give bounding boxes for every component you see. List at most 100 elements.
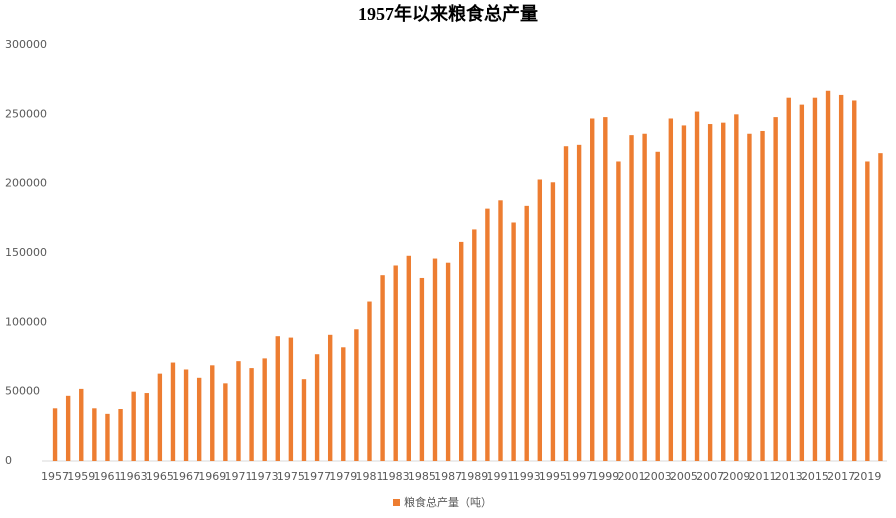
x-tick-label: 1957 <box>41 470 69 483</box>
bar <box>406 255 411 461</box>
bar <box>341 347 346 461</box>
x-tick-label: 1987 <box>434 470 462 483</box>
bar <box>223 383 228 461</box>
bar <box>92 408 97 461</box>
x-tick-label: 2007 <box>696 470 724 483</box>
bar <box>472 229 477 461</box>
bar <box>419 277 425 461</box>
x-tick-label: 1961 <box>93 470 121 483</box>
bar <box>183 369 189 461</box>
bar <box>498 200 503 461</box>
x-tick-label: 1973 <box>251 470 279 483</box>
bar <box>485 208 490 461</box>
bar <box>865 161 870 462</box>
x-tick-label: 1991 <box>487 470 515 483</box>
bar <box>629 135 634 461</box>
bar <box>445 262 451 461</box>
x-tick-label: 1967 <box>172 470 200 483</box>
bar <box>603 117 608 462</box>
bar <box>878 153 883 461</box>
bar <box>747 133 752 461</box>
bar <box>327 334 333 461</box>
x-tick-label: 1993 <box>513 470 541 483</box>
bar <box>236 361 241 461</box>
x-tick-label: 1985 <box>408 470 436 483</box>
bar <box>210 365 215 461</box>
bar <box>721 122 726 462</box>
x-tick-label: 2003 <box>644 470 672 483</box>
bar <box>773 117 778 462</box>
bar <box>616 161 621 462</box>
bar <box>550 182 556 461</box>
x-tick-label: 2013 <box>775 470 803 483</box>
bar <box>799 104 805 462</box>
x-tick-label: 1979 <box>329 470 357 483</box>
bar <box>537 179 543 462</box>
bar <box>118 409 123 461</box>
x-tick-label: 1963 <box>120 470 148 483</box>
bar <box>288 337 294 461</box>
bar <box>314 354 320 461</box>
bar <box>458 241 464 461</box>
x-tick-label: 1995 <box>539 470 567 483</box>
x-tick-label: 1959 <box>67 470 95 483</box>
bar <box>262 358 267 461</box>
x-tick-label: 2001 <box>618 470 646 483</box>
bar <box>354 329 359 461</box>
bar <box>393 265 398 461</box>
x-tick-label: 2011 <box>749 470 777 483</box>
bar <box>432 258 438 461</box>
x-tick-label: 1981 <box>355 470 383 483</box>
bar <box>825 90 831 461</box>
bar <box>786 97 791 462</box>
bar <box>301 379 307 461</box>
bar <box>563 146 569 461</box>
bar <box>380 275 385 461</box>
x-tick-label: 2009 <box>722 470 750 483</box>
bar <box>760 130 765 461</box>
x-tick-label: 1975 <box>277 470 305 483</box>
x-tick-label: 1971 <box>224 470 252 483</box>
bar <box>131 391 136 461</box>
x-tick-label: 1977 <box>303 470 331 483</box>
y-tick-label: 0 <box>5 454 12 467</box>
bar <box>590 118 595 461</box>
bar <box>576 144 582 461</box>
y-tick-label: 300000 <box>5 38 47 51</box>
bar <box>812 97 818 462</box>
y-tick-label: 50000 <box>5 385 40 398</box>
bar <box>707 124 713 461</box>
bar <box>838 94 844 462</box>
legend-swatch <box>393 499 400 506</box>
bar <box>52 408 58 461</box>
chart-title: 1957年以来粮食总产量 <box>358 3 538 24</box>
bar <box>196 377 202 461</box>
x-tick-label: 2017 <box>827 470 855 483</box>
x-tick-label: 1983 <box>382 470 410 483</box>
x-tick-label: 2015 <box>801 470 829 483</box>
bar <box>79 388 84 461</box>
bar <box>655 151 660 462</box>
bar <box>681 125 687 461</box>
bar <box>249 368 254 461</box>
x-tick-label: 2019 <box>853 470 881 483</box>
legend-label: 粮食总产量（吨） <box>404 495 492 509</box>
bar <box>105 413 110 461</box>
y-tick-label: 250000 <box>5 107 47 120</box>
bar <box>144 393 149 461</box>
y-tick-label: 200000 <box>5 177 47 190</box>
bar <box>524 205 529 461</box>
bar <box>275 336 280 461</box>
bar <box>511 222 516 461</box>
x-tick-label: 1989 <box>460 470 488 483</box>
y-tick-label: 100000 <box>5 315 47 328</box>
bar <box>668 118 674 461</box>
y-tick-label: 150000 <box>5 246 47 259</box>
x-tick-label: 1965 <box>146 470 174 483</box>
bar <box>367 301 372 461</box>
bar <box>170 362 176 461</box>
bar <box>852 100 857 461</box>
bar <box>65 395 71 461</box>
bar <box>157 373 163 461</box>
